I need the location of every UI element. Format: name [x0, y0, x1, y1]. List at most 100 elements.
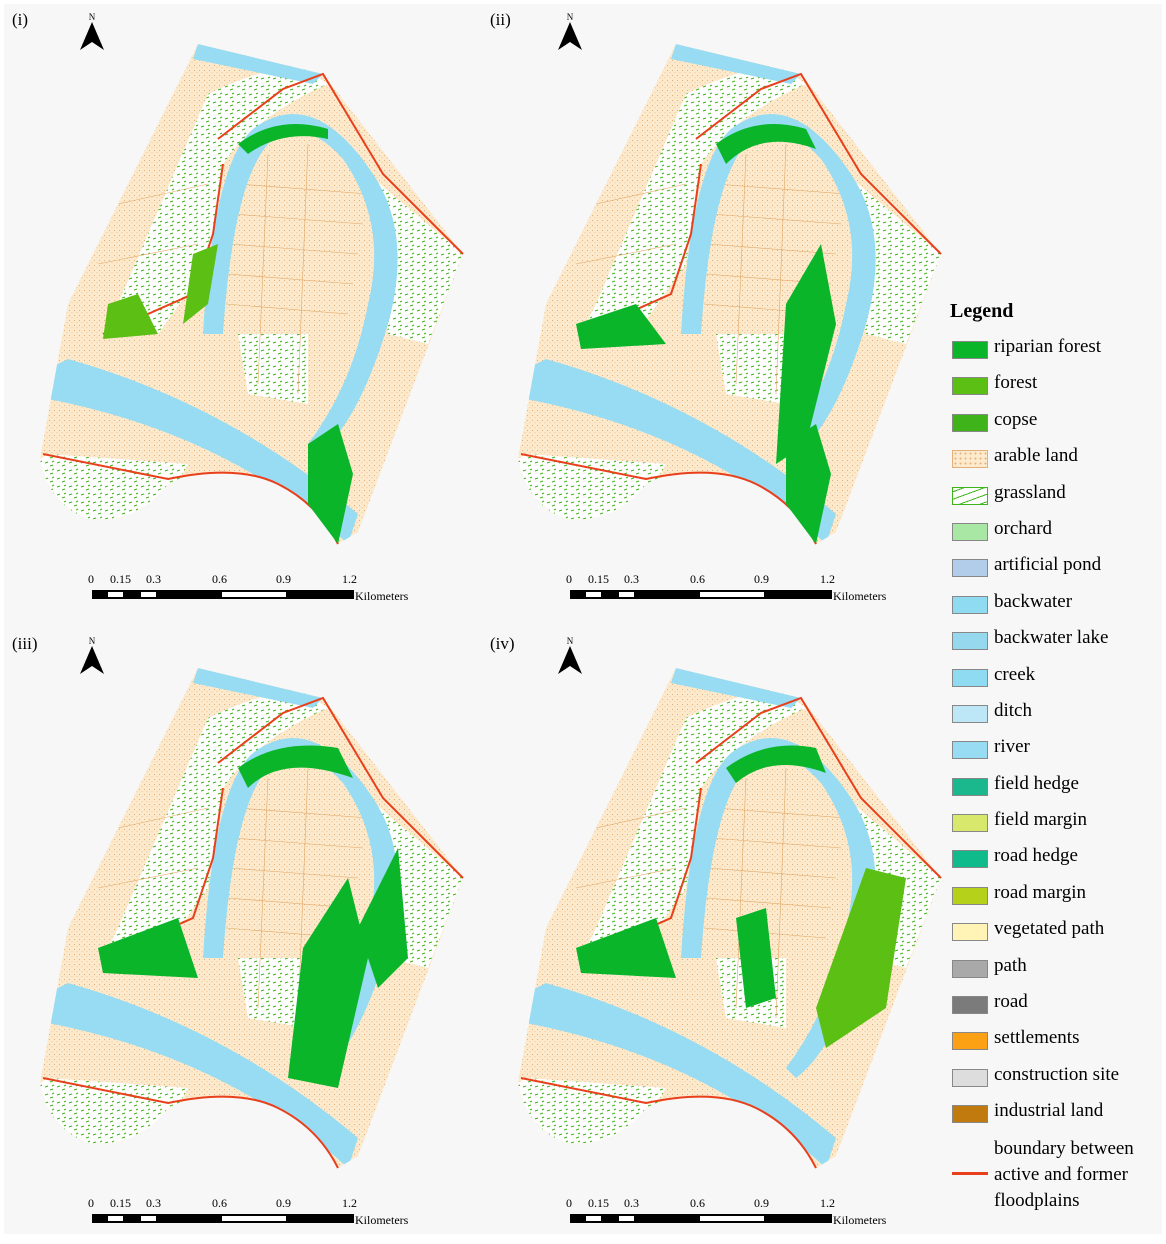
- map-panel-iii: (iii) N: [8, 628, 478, 1238]
- legend-swatch: [952, 1032, 988, 1050]
- legend-item: riparian forest: [950, 335, 1162, 371]
- legend-item: path: [950, 954, 1162, 990]
- legend-swatch: [952, 341, 988, 359]
- legend-item: field hedge: [950, 772, 1162, 808]
- legend-label: backwater: [994, 591, 1072, 613]
- legend-swatch: [952, 1105, 988, 1123]
- scale-tick: 0.6: [690, 1196, 705, 1211]
- floodplain-map: [8, 628, 478, 1188]
- legend-swatch: [952, 669, 988, 687]
- legend-label: creek: [994, 664, 1035, 686]
- scale-tick: 0.3: [146, 572, 161, 587]
- legend-label: riparian forest: [994, 336, 1101, 358]
- legend-label: river: [994, 736, 1030, 758]
- map-panel-i: (i) N: [8, 4, 478, 614]
- scale-tick: 0: [88, 572, 94, 587]
- legend-item: copse: [950, 408, 1162, 444]
- legend-item: forest: [950, 371, 1162, 407]
- scale-unit: Kilometers: [833, 589, 886, 604]
- legend-swatch: [952, 741, 988, 759]
- legend-label: grassland: [994, 482, 1066, 504]
- scale-tick: 0.3: [624, 572, 639, 587]
- scale-tick: 1.2: [820, 1196, 835, 1211]
- map-panel-ii: (ii) N: [486, 4, 956, 614]
- floodplain-map: [486, 4, 956, 564]
- scale-tick: 1.2: [342, 572, 357, 587]
- scale-bar-graphic: [570, 1214, 832, 1244]
- scale-unit: Kilometers: [355, 589, 408, 604]
- legend-swatch: [952, 596, 988, 614]
- legend-item: ditch: [950, 699, 1162, 735]
- legend-item: road: [950, 990, 1162, 1026]
- legend-swatch: [952, 923, 988, 941]
- legend-item: backwater: [950, 590, 1162, 626]
- scale-bar-graphic: [92, 1214, 354, 1244]
- legend-item: arable land: [950, 444, 1162, 480]
- legend-items: riparian forest forest copse arable land gra…: [950, 335, 1162, 1136]
- legend-item: orchard: [950, 517, 1162, 553]
- scale-tick: 1.2: [342, 1196, 357, 1211]
- scale-unit: Kilometers: [355, 1213, 408, 1228]
- scale-unit: Kilometers: [833, 1213, 886, 1228]
- legend-swatch: [952, 887, 988, 905]
- legend-label: road hedge: [994, 845, 1078, 867]
- legend-item: construction site: [950, 1063, 1162, 1099]
- scale-tick: 0.9: [276, 572, 291, 587]
- legend-label: arable land: [994, 445, 1078, 467]
- boundary-line-swatch: [952, 1172, 988, 1175]
- scale-tick: 0: [566, 572, 572, 587]
- legend-label: road margin: [994, 882, 1086, 904]
- legend-item: grassland: [950, 481, 1162, 517]
- scale-tick: 0.9: [754, 1196, 769, 1211]
- legend-label: field margin: [994, 809, 1087, 831]
- scale-tick: 0.9: [276, 1196, 291, 1211]
- legend-swatch: [952, 996, 988, 1014]
- map-panel-iv: (iv) N: [486, 628, 956, 1238]
- scale-bar-graphic: [570, 590, 832, 620]
- legend-label: field hedge: [994, 773, 1079, 795]
- legend-swatch: [952, 559, 988, 577]
- legend-label: backwater lake: [994, 627, 1108, 649]
- legend-swatch: [952, 960, 988, 978]
- legend-item: settlements: [950, 1026, 1162, 1062]
- legend-swatch: [952, 632, 988, 650]
- legend-label: forest: [994, 372, 1037, 394]
- scale-tick: 0.6: [212, 572, 227, 587]
- scale-bar-graphic: [92, 590, 354, 620]
- legend-label: road: [994, 991, 1028, 1013]
- scale-tick: 1.2: [820, 572, 835, 587]
- scale-tick: 0.3: [146, 1196, 161, 1211]
- legend-label: industrial land: [994, 1100, 1103, 1122]
- legend-swatch: [952, 377, 988, 395]
- legend-label: construction site: [994, 1064, 1119, 1086]
- scale-tick: 0: [566, 1196, 572, 1211]
- scale-tick: 0: [88, 1196, 94, 1211]
- legend-label: orchard: [994, 518, 1052, 540]
- legend-item: vegetated path: [950, 917, 1162, 953]
- legend-label: ditch: [994, 700, 1032, 722]
- legend-swatch: [952, 487, 988, 505]
- legend-swatch: [952, 814, 988, 832]
- legend-label: path: [994, 955, 1027, 977]
- legend-label: artificial pond: [994, 554, 1101, 576]
- legend-label: boundary between active and former flood…: [994, 1136, 1164, 1214]
- scale-tick: 0.9: [754, 572, 769, 587]
- legend-item: artificial pond: [950, 553, 1162, 589]
- legend-label: copse: [994, 409, 1037, 431]
- legend-swatch: [952, 850, 988, 868]
- scale-tick: 0.3: [624, 1196, 639, 1211]
- scale-tick: 0.15: [588, 572, 609, 587]
- legend-item: road margin: [950, 881, 1162, 917]
- legend-title: Legend: [950, 300, 1162, 323]
- legend-item: industrial land: [950, 1099, 1162, 1135]
- legend: Legend riparian forest forest copse arable …: [950, 300, 1162, 1216]
- legend-item: backwater lake: [950, 626, 1162, 662]
- legend-item: road hedge: [950, 844, 1162, 880]
- legend-swatch: [952, 705, 988, 723]
- scale-tick: 0.6: [690, 572, 705, 587]
- floodplain-map: [486, 628, 956, 1188]
- legend-swatch: [952, 450, 988, 468]
- scale-tick: 0.15: [110, 572, 131, 587]
- legend-label: settlements: [994, 1027, 1079, 1049]
- legend-label: vegetated path: [994, 918, 1104, 940]
